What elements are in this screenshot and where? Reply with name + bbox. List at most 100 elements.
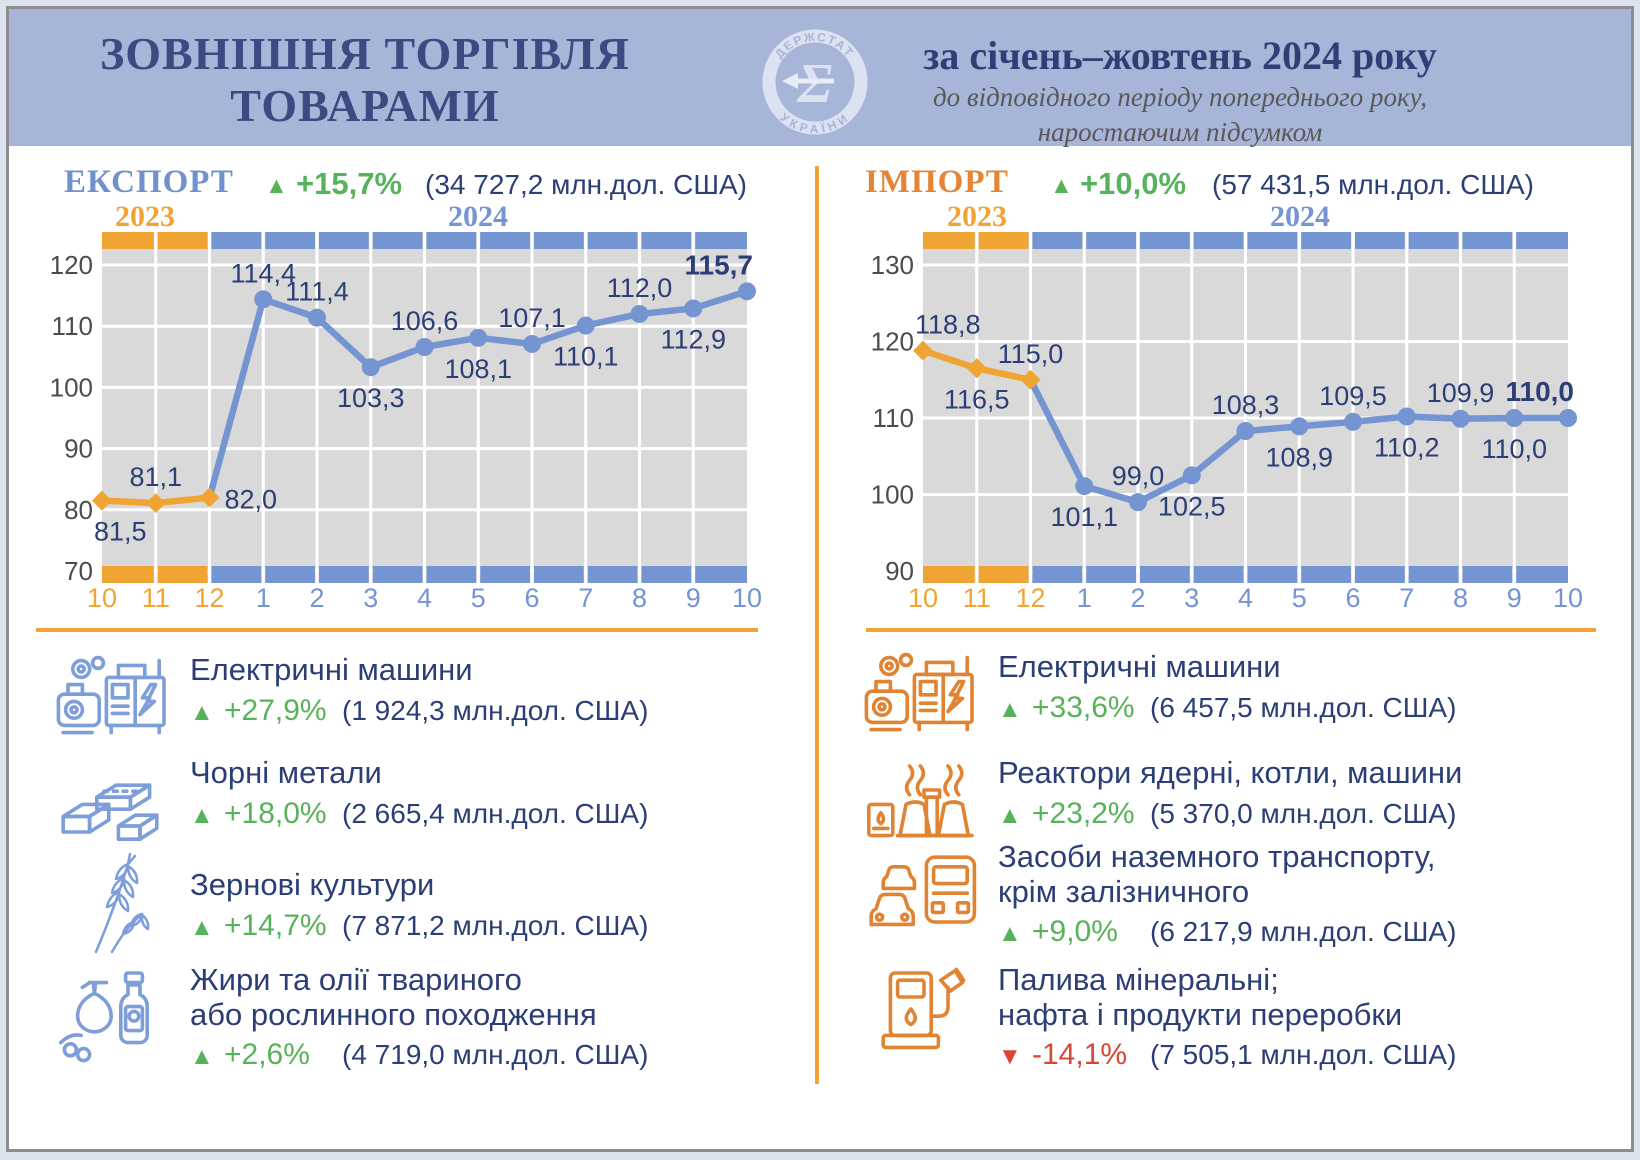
circle-marker: [1344, 412, 1362, 431]
import-trend-up-icon: ▲: [1050, 172, 1073, 198]
trend-up-icon: ▲: [998, 801, 1022, 829]
svg-text:70: 70: [64, 556, 93, 586]
item-stats: ▼ -14,1% (7 505,1 млн.дол. США): [998, 1038, 1600, 1072]
import-section-title: ІМПОРТ: [865, 164, 1009, 200]
svg-text:115,7: 115,7: [684, 249, 753, 280]
diamond-marker: [199, 487, 220, 508]
period-block: за січень–жовтень 2024 року до відповідн…: [880, 32, 1480, 149]
export-item-ferrous-metals: Чорні метали ▲ +18,0% (2 665,4 млн.дол. …: [48, 755, 792, 841]
item-title: Зернові культури: [190, 867, 435, 902]
svg-text:110,0: 110,0: [1481, 434, 1547, 464]
item-title: Жири та олії твариного: [190, 962, 522, 997]
svg-text:6: 6: [524, 583, 539, 613]
item-title: Реактори ядерні, котли, машини: [998, 755, 1463, 790]
circle-marker: [630, 304, 649, 323]
svg-text:80: 80: [64, 495, 93, 525]
svg-text:99,0: 99,0: [1112, 461, 1165, 491]
svg-text:118,8: 118,8: [915, 310, 981, 340]
svg-text:115,0: 115,0: [998, 339, 1064, 369]
logo-arrow-head-icon: [782, 73, 798, 89]
svg-text:103,3: 103,3: [337, 383, 405, 413]
svg-text:8: 8: [1453, 583, 1468, 613]
item-value: (2 665,4 млн.дол. США): [342, 797, 649, 829]
nuclear-reactors-icon: [864, 756, 984, 860]
svg-text:120: 120: [50, 250, 93, 280]
svg-text:82,0: 82,0: [225, 485, 278, 515]
svg-text:11: 11: [963, 583, 991, 613]
svg-text:2: 2: [1130, 583, 1145, 613]
svg-text:100: 100: [871, 480, 914, 510]
item-change: +2,6%: [224, 1038, 310, 1072]
svg-text:7: 7: [578, 583, 593, 613]
export-item-fats-oils: Жири та олії твариного або рослинного по…: [48, 962, 792, 1072]
logo-sigma-glyph: Σ: [797, 53, 833, 115]
svg-text:10: 10: [908, 583, 938, 613]
circle-marker: [415, 338, 434, 357]
item-title: Засоби наземного транспорту,: [998, 839, 1436, 874]
trend-up-icon: ▲: [190, 1043, 214, 1071]
item-change: +33,6%: [1032, 690, 1135, 724]
item-title: Чорні метали: [190, 755, 382, 790]
svg-text:110: 110: [52, 311, 93, 341]
year-bands: [923, 232, 1568, 583]
svg-text:6: 6: [1345, 583, 1360, 613]
svg-text:9: 9: [1507, 583, 1522, 613]
svg-text:3: 3: [363, 583, 378, 613]
mineral-fuels-icon: [864, 963, 984, 1067]
circle-marker: [1075, 477, 1094, 496]
item-change: +9,0%: [1032, 915, 1118, 949]
svg-text:8: 8: [632, 583, 647, 613]
svg-text:1: 1: [256, 583, 271, 613]
svg-text:110,1: 110,1: [553, 342, 619, 372]
svg-text:102,5: 102,5: [1158, 491, 1226, 521]
export-trend-up-icon: ▲: [265, 172, 288, 198]
item-stats: ▲ +27,9% (1 924,3 млн.дол. США): [190, 694, 792, 728]
markers: [913, 340, 1577, 512]
item-change: +27,9%: [224, 693, 327, 727]
page-title-line2: ТОВАРАМИ: [230, 79, 500, 131]
item-stats: ▲ +33,6% (6 457,5 млн.дол. США): [998, 691, 1600, 725]
svg-text:120: 120: [871, 327, 914, 357]
svg-text:108,3: 108,3: [1212, 390, 1280, 420]
import-item-land-vehicles: Засоби наземного транспорту, крім залізн…: [856, 839, 1600, 949]
trend-up-icon: ▲: [190, 913, 214, 941]
svg-text:109,9: 109,9: [1427, 378, 1495, 408]
svg-text:3: 3: [1184, 583, 1199, 613]
x-axis-labels: 10 11 12 1 2 3 4 5 6 7 8 9 10: [87, 583, 762, 613]
circle-marker: [469, 328, 488, 347]
circle-marker: [738, 282, 756, 301]
item-change: +23,2%: [1032, 796, 1135, 830]
import-year-2024-label: 2024: [1270, 200, 1330, 233]
gridlines: [923, 232, 1568, 583]
derzhstat-logo-icon: ДЕРЖСТАТ УКРАЇНИ Σ: [762, 29, 868, 136]
svg-text:4: 4: [417, 583, 432, 613]
svg-text:10: 10: [732, 583, 762, 613]
markers: [92, 282, 756, 514]
y-axis-labels: 70 80 90 100 110 120: [50, 250, 93, 586]
circle-marker: [1236, 422, 1255, 441]
svg-text:12: 12: [1015, 583, 1045, 613]
svg-text:108,9: 108,9: [1265, 442, 1333, 472]
circle-marker: [1505, 409, 1524, 427]
y-axis-labels: 90 100 110 120 130: [871, 250, 914, 586]
item-change: +14,7%: [224, 908, 327, 942]
item-title: Електричні машини: [998, 649, 1281, 684]
svg-text:101,1: 101,1: [1050, 502, 1118, 532]
diamond-marker: [913, 340, 933, 361]
trend-up-icon: ▲: [190, 801, 214, 829]
svg-text:5: 5: [1292, 583, 1307, 613]
svg-text:110: 110: [873, 403, 914, 433]
item-title: Електричні машини: [190, 652, 473, 687]
item-value: (1 924,3 млн.дол. США): [342, 694, 649, 726]
item-value: (7 871,2 млн.дол. США): [342, 909, 649, 941]
svg-text:7: 7: [1399, 583, 1414, 613]
export-year-2023-label: 2023: [115, 200, 175, 233]
import-year-2023-label: 2023: [947, 200, 1007, 233]
diamond-marker: [966, 358, 987, 379]
export-item-electric-machines: Електричні машини ▲ +27,9% (1 924,3 млн.…: [48, 652, 792, 735]
svg-text:4: 4: [1238, 583, 1253, 613]
svg-text:81,5: 81,5: [94, 517, 147, 547]
svg-text:106,6: 106,6: [391, 306, 459, 336]
svg-text:130: 130: [871, 250, 914, 280]
